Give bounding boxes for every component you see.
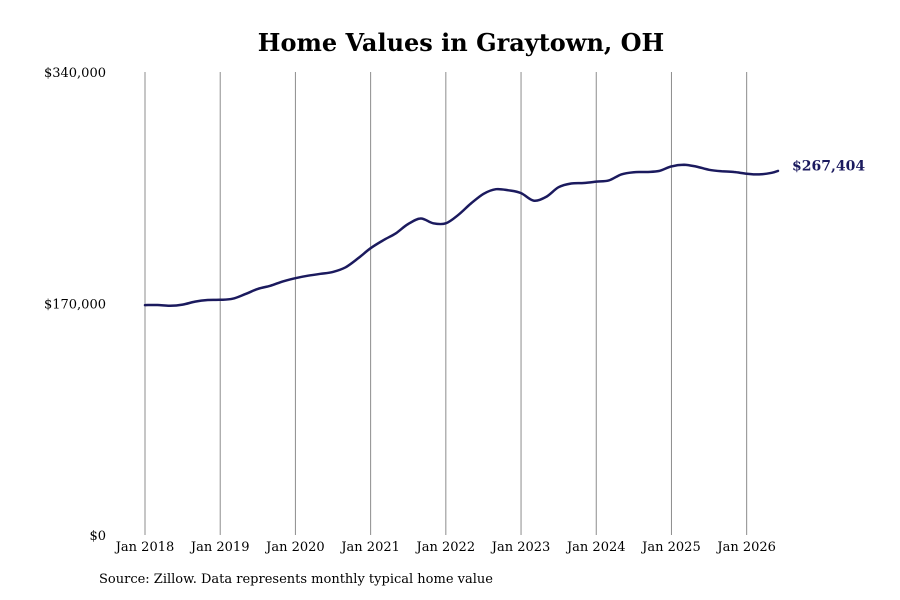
x-tick-label: Jan 2021 (339, 540, 400, 555)
x-tick-label: Jan 2023 (490, 540, 551, 555)
x-tick-label: Jan 2022 (415, 540, 476, 555)
x-axis-ticks: Jan 2018 Jan 2019 Jan 2020 Jan 2021 Jan 2022… (114, 540, 776, 555)
end-labels: $267,404 (792, 158, 865, 174)
x-tick-label: Jan 2026 (715, 540, 776, 555)
x-tick-label: Jan 2024 (565, 540, 626, 555)
series (143, 163, 780, 308)
x-tick-label: Jan 2020 (264, 540, 325, 555)
x-tick-label: Jan 2025 (640, 540, 701, 555)
grid-lines (144, 72, 748, 535)
y-tick-label: $170,000 (44, 298, 106, 313)
chart-title: Home Values in Graytown, OH (258, 28, 664, 57)
source-note: Source: Zillow. Data represents monthly … (99, 572, 493, 587)
end-value-label: $267,404 (792, 158, 865, 174)
x-tick-label: Jan 2019 (189, 540, 250, 555)
y-axis-ticks: $0 $170,000 $340,000 (44, 66, 106, 544)
x-tick-label: Jan 2018 (114, 540, 175, 555)
series-line (143, 163, 780, 308)
y-tick-label: $340,000 (44, 66, 106, 81)
y-tick-label: $0 (89, 529, 106, 544)
